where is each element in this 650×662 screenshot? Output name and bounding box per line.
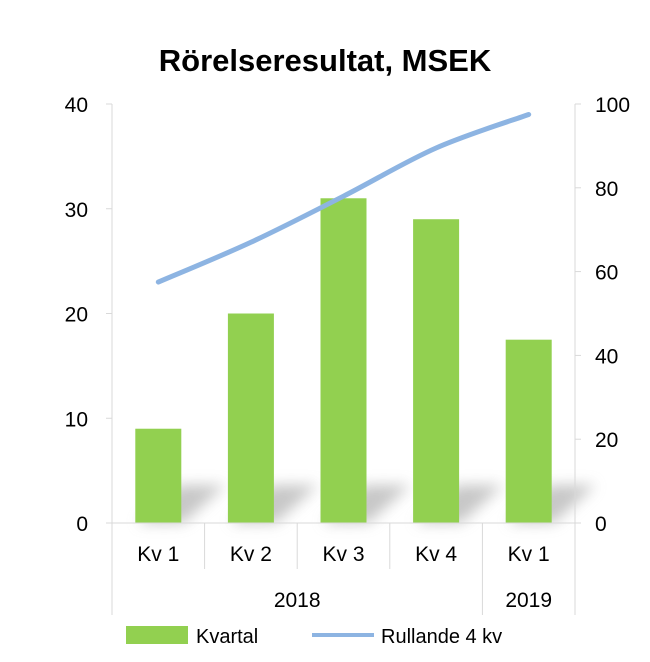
left-tick-label: 40 (65, 94, 88, 117)
right-tick-label: 0 (595, 513, 607, 536)
category-axis: Kv 1 Kv 2 Kv 3 Kv 4 Kv 1 2018 2019 (111, 523, 576, 615)
category-label: Kv 3 (322, 543, 364, 566)
left-tick-label: 0 (76, 513, 88, 536)
year-group-label: 2018 (274, 589, 321, 612)
category-label: Kv 1 (508, 543, 550, 566)
right-axis-ticks: 0 20 40 60 80 100 (575, 94, 630, 536)
category-label: Kv 2 (230, 543, 272, 566)
chart-title: Rörelseresultat, MSEK (159, 43, 492, 78)
right-tick-label: 80 (595, 178, 618, 201)
legend-bar-label: Kvartal (196, 626, 258, 648)
bar-kvartal-2 (227, 313, 274, 523)
bar-kvartal-5 (505, 339, 552, 523)
bar-kvartal-3 (320, 198, 367, 523)
left-tick-label: 10 (65, 408, 88, 431)
year-group-label: 2019 (505, 589, 552, 612)
bar-kvartal-1 (135, 428, 182, 523)
line-series (155, 111, 532, 285)
right-tick-label: 20 (595, 429, 618, 452)
bar-series (135, 198, 552, 523)
left-tick-label: 20 (65, 304, 88, 327)
left-tick-label: 30 (65, 199, 88, 222)
right-tick-label: 40 (595, 345, 618, 368)
category-label: Kv 1 (137, 543, 179, 566)
right-tick-label: 100 (595, 94, 630, 117)
bar-kvartal-4 (413, 219, 460, 523)
legend-line-label: Rullande 4 kv (381, 626, 502, 648)
right-tick-label: 60 (595, 262, 618, 285)
category-label: Kv 4 (415, 543, 457, 566)
legend: Kvartal Rullande 4 kv (126, 626, 502, 648)
legend-bar-swatch (126, 626, 188, 644)
left-axis-ticks: 0 10 20 30 40 (65, 94, 112, 536)
